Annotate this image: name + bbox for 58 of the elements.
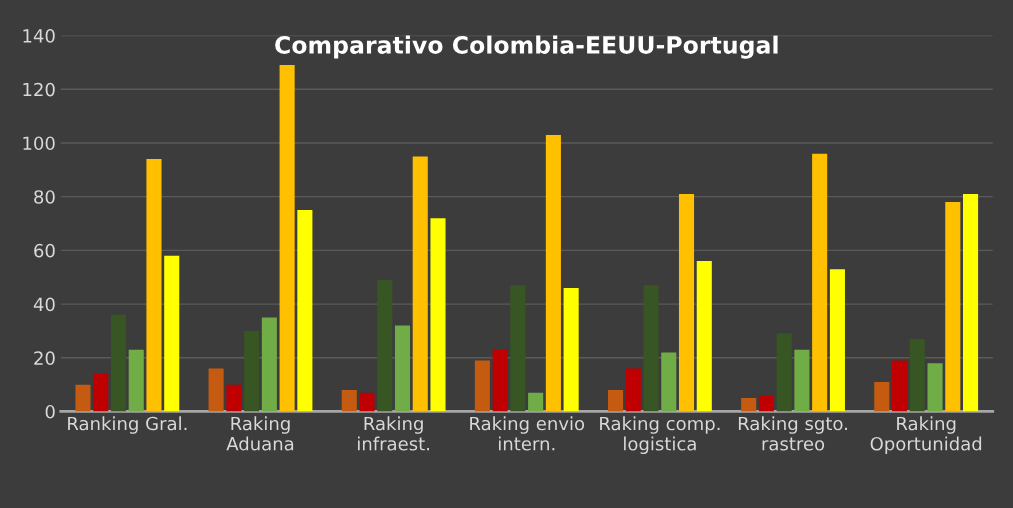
bar [545, 134, 561, 412]
bar [874, 381, 890, 412]
x-tick-label: Raking sgto. rastreo [738, 416, 847, 451]
chart-title: Comparativo Colombia-EEUU-Portugal [275, 35, 778, 59]
y-tick-label: 100 [23, 136, 55, 151]
bar [829, 269, 845, 412]
bar [741, 398, 757, 412]
y-tick-label: 120 [23, 82, 55, 97]
bar [892, 360, 908, 412]
bar [794, 349, 810, 412]
bar [377, 279, 393, 412]
bar [528, 392, 544, 412]
bar [208, 368, 224, 412]
bar [93, 373, 109, 412]
bar [110, 314, 127, 412]
bar [909, 338, 925, 412]
x-tick-label: Raking comp. logistica [600, 416, 720, 455]
bar [164, 255, 180, 412]
x-tick-label: Raking Aduana [226, 416, 294, 451]
bar [394, 325, 411, 412]
y-tick-label: 40 [33, 297, 55, 312]
bar [563, 287, 579, 412]
bar [75, 384, 91, 412]
bar [244, 330, 260, 412]
bar [279, 65, 295, 412]
y-tick-label: 0 [45, 404, 55, 419]
bar [412, 156, 428, 412]
bar [927, 363, 943, 412]
bar [625, 368, 641, 412]
y-tick-label: 20 [34, 351, 55, 365]
bar [341, 390, 357, 412]
bar [474, 360, 490, 412]
bar [678, 193, 695, 412]
bar [359, 392, 375, 412]
x-tick-label: Raking infraest. [358, 416, 429, 451]
bar [696, 261, 712, 412]
bar [492, 349, 508, 412]
bar [226, 384, 242, 412]
bar [510, 285, 526, 412]
bar [643, 285, 659, 412]
bar [128, 349, 144, 412]
y-tick-label: 80 [34, 190, 55, 204]
bar [945, 202, 961, 412]
y-tick-label: 60 [34, 243, 55, 258]
bar [963, 193, 979, 412]
x-tick-label: Raking envio intern. [470, 416, 585, 451]
bar [297, 210, 313, 412]
bar [776, 333, 792, 412]
bar [812, 153, 828, 412]
x-tick-label: Raking Oportunidad [870, 416, 982, 455]
y-tick-label: 140 [23, 29, 55, 43]
bar [261, 317, 277, 412]
bar [661, 352, 677, 412]
bar [758, 395, 774, 412]
bar [146, 159, 162, 412]
bar [607, 390, 624, 412]
x-tick-label: Ranking Gral. [68, 416, 187, 434]
bar [430, 218, 446, 412]
